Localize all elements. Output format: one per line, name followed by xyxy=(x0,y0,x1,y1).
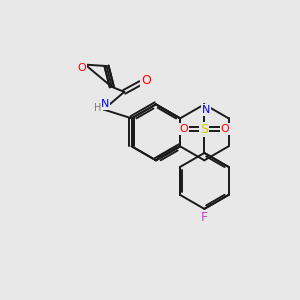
Text: F: F xyxy=(201,211,208,224)
Text: O: O xyxy=(141,74,151,87)
Text: S: S xyxy=(200,123,208,136)
Text: O: O xyxy=(220,124,229,134)
Text: O: O xyxy=(179,124,188,134)
Text: N: N xyxy=(202,105,210,115)
Text: H: H xyxy=(94,103,101,113)
Text: N: N xyxy=(101,99,109,109)
Text: O: O xyxy=(77,63,86,73)
